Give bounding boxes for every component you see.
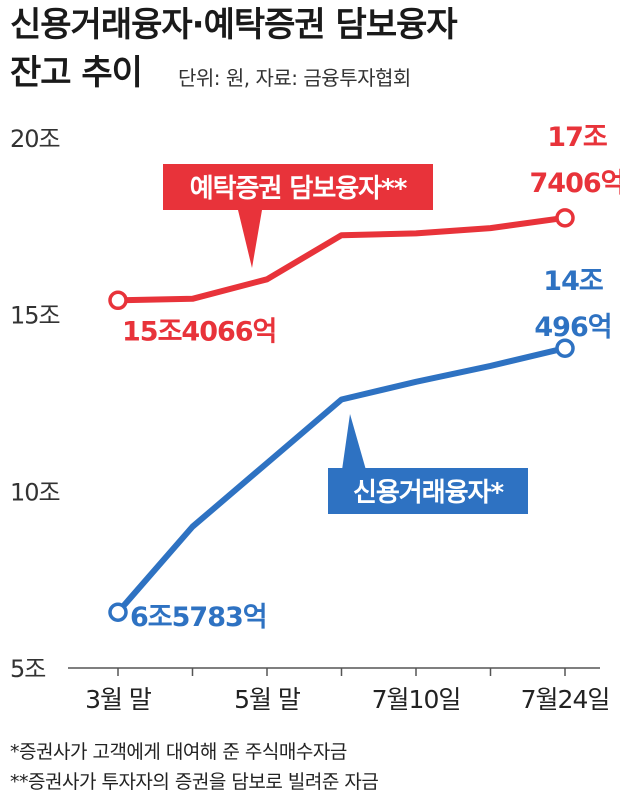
chart-title-line2: 잔고 추이 bbox=[10, 53, 143, 93]
y-tick-label: 20조 bbox=[10, 125, 60, 153]
credit-end-label-line1: 14조 bbox=[543, 266, 603, 297]
series-line-deposit bbox=[115, 214, 568, 304]
footnote-credit: *증권사가 고객에게 대여해 준 주식매수자금 bbox=[10, 741, 347, 763]
data-point-deposit bbox=[555, 208, 575, 228]
chart-title: 신용거래융자·예탁증권 담보융자 bbox=[10, 5, 458, 45]
line-chart: 20조 15조 10조 5조 3월 말 5월 말 7월10일 7월24일 15조4066억 17조… bbox=[10, 122, 620, 714]
deposit-end-label-line1: 17조 bbox=[547, 122, 607, 153]
credit-end-label-line2: 496억 bbox=[534, 312, 611, 343]
y-tick-label: 5조 bbox=[10, 655, 45, 683]
x-tick-label: 5월 말 bbox=[234, 685, 301, 714]
unit-source-note: 단위: 원, 자료: 금융투자협회 bbox=[178, 66, 411, 90]
y-tick-label: 15조 bbox=[10, 302, 60, 330]
data-point-credit bbox=[108, 602, 128, 622]
footnote-deposit: **증권사가 투자자의 증권을 담보로 빌려준 자금 bbox=[10, 771, 379, 793]
legend-callout-deposit bbox=[163, 164, 433, 268]
data-point-credit bbox=[555, 338, 575, 358]
deposit-end-label-line2: 7406억 bbox=[530, 168, 620, 199]
legend-label-deposit: 예탁증권 담보융자** bbox=[190, 174, 408, 204]
y-tick-label: 10조 bbox=[10, 478, 60, 506]
x-tick-label: 7월10일 bbox=[372, 685, 461, 714]
x-tick-label: 7월24일 bbox=[521, 685, 610, 714]
x-tick-label: 3월 말 bbox=[85, 685, 152, 714]
series-line-credit bbox=[115, 345, 568, 616]
deposit-start-label: 15조4066억 bbox=[122, 316, 276, 347]
data-point-deposit bbox=[108, 290, 128, 311]
legend-callout-credit bbox=[328, 414, 528, 514]
credit-start-label: 6조5783억 bbox=[130, 602, 267, 633]
legend-label-credit: 신용거래융자* bbox=[353, 478, 505, 508]
